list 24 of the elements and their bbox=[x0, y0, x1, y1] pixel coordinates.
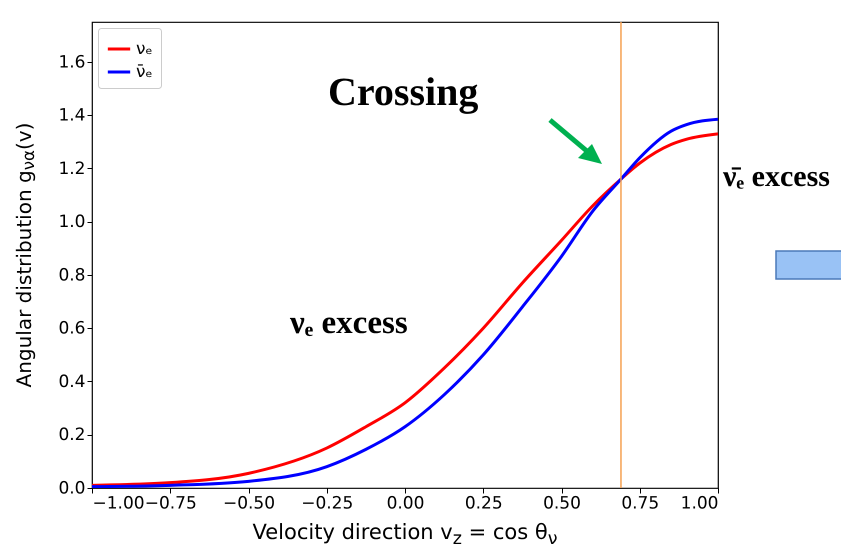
x-tick-label: 0.75 bbox=[621, 494, 660, 514]
y-tick-label: 0.2 bbox=[58, 425, 86, 446]
text: ν̄ₑ excess bbox=[723, 160, 830, 194]
legend-label: νₑ bbox=[136, 39, 153, 59]
x-tick-label: 0.50 bbox=[543, 494, 581, 514]
x-tick-label: 0.00 bbox=[386, 494, 424, 514]
y-tick-label: 1.2 bbox=[58, 158, 86, 179]
annotation: νₑ excess bbox=[290, 305, 408, 342]
x-tick-label: −1.00 bbox=[92, 494, 145, 514]
y-tick-label: 1.0 bbox=[58, 212, 86, 232]
x-tick-label: 0.25 bbox=[464, 494, 503, 514]
legend-label: ν̄ₑ bbox=[136, 62, 153, 82]
x-tick-label: −0.25 bbox=[301, 494, 354, 514]
x-tick-label: −0.50 bbox=[222, 494, 276, 514]
y-tick-label: 1.6 bbox=[58, 52, 86, 72]
y-tick-label: 0.0 bbox=[58, 478, 86, 498]
x-axis-title: Velocity direction v$_{z}$ = cos θ$_{ν}$ bbox=[252, 520, 558, 550]
y-tick-label: 0.4 bbox=[58, 372, 86, 392]
annotation: Crossing bbox=[328, 68, 478, 115]
y-tick-label: 0.8 bbox=[58, 265, 86, 286]
x-tick-label: −0.75 bbox=[144, 494, 197, 514]
x-tick-label: 1.00 bbox=[680, 494, 718, 514]
y-tick-label: 1.4 bbox=[58, 106, 86, 126]
y-tick-label: 0.6 bbox=[58, 318, 86, 339]
